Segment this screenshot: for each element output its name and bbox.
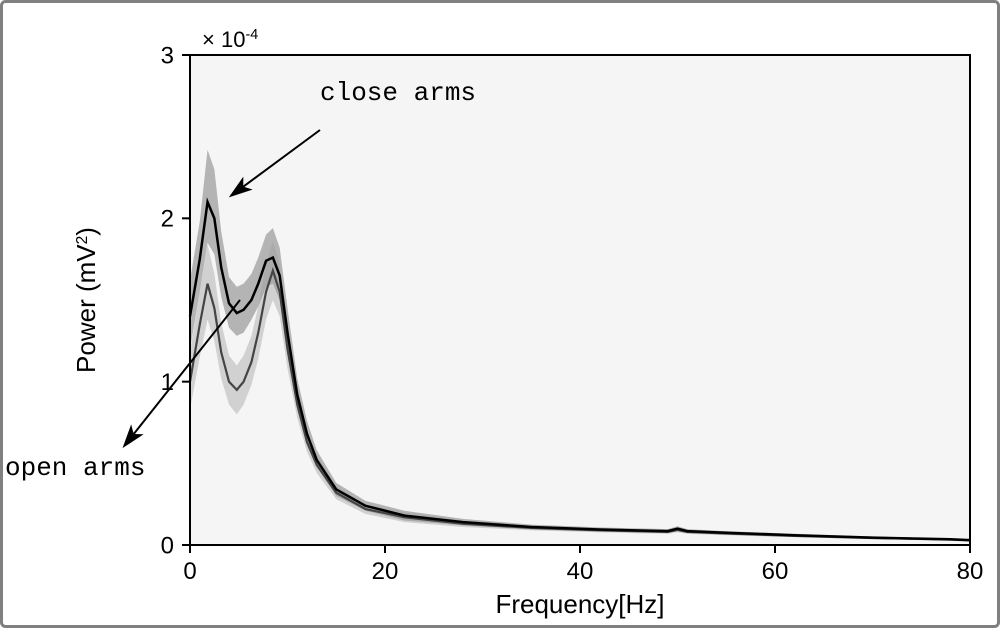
y-tick-label: 2 xyxy=(161,206,174,233)
annotation-close-arms-label: close arms xyxy=(320,78,476,108)
y-tick-label: 3 xyxy=(161,42,174,69)
x-tick-label: 60 xyxy=(762,558,789,585)
chart-svg: 0204060800123Frequency[Hz]Power (mV2)× 1… xyxy=(0,0,1000,628)
chart-container: 0204060800123Frequency[Hz]Power (mV2)× 1… xyxy=(0,0,1000,628)
x-axis-label: Frequency[Hz] xyxy=(495,589,664,619)
y-tick-label: 0 xyxy=(161,532,174,559)
plot-bg xyxy=(190,55,970,545)
x-tick-label: 40 xyxy=(567,558,594,585)
y-axis-label: Power (mV2) xyxy=(71,227,101,373)
annotation-open-arms-label: open arms xyxy=(5,453,145,483)
x-tick-label: 20 xyxy=(372,558,399,585)
x-tick-label: 0 xyxy=(183,558,196,585)
x-tick-label: 80 xyxy=(957,558,984,585)
